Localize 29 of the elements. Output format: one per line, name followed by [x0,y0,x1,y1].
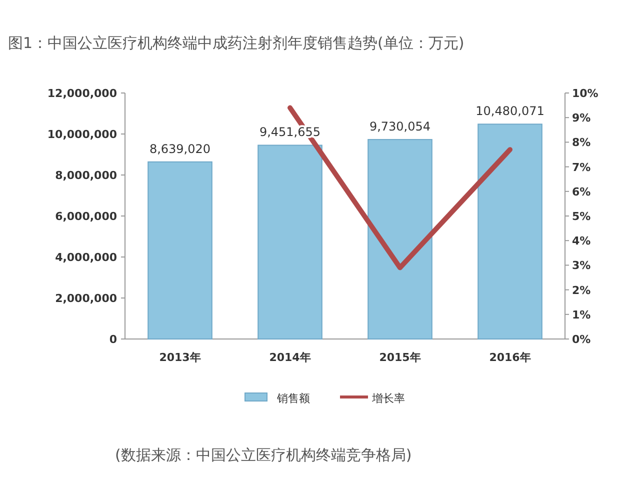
y-tick-label: 0 [109,333,117,346]
annotation: (数据来源：中国公立医疗机构终端竞争格局) [115,446,412,464]
x-tick-label: 2014年 [269,351,311,364]
y-tick-label: 6,000,000 [55,210,117,223]
y2-tick-label: 9% [572,112,591,125]
x-tick-label: 2013年 [159,351,201,364]
y2-tick-label: 5% [572,210,591,223]
y2-tick-label: 1% [572,308,591,322]
x-tick-label: 2016年 [489,351,531,364]
y2-tick-label: 7% [572,160,591,174]
y2-tick-label: 4% [572,234,591,248]
y2-tick-label: 6% [572,185,591,198]
y-tick-label: 2,000,000 [55,292,117,305]
y-tick-label: 10,000,000 [47,128,117,141]
y-tick-label: 12,000,000 [47,87,117,100]
legend-label: 增长率 [372,392,405,405]
data-label: 8,639,020 [149,142,211,156]
y-tick-label: 8,000,000 [55,169,117,182]
title: 图1：中国公立医疗机构终端中成药注射剂年度销售趋势(单位：万元) [8,34,464,52]
data-label: 10,480,071 [476,104,544,118]
y2-tick-label: 10% [572,87,598,100]
y2-tick-label: 0% [572,333,591,346]
data-label: 9,730,054 [369,120,431,134]
y-tick-label: 4,000,000 [55,251,117,264]
y2-tick-label: 2% [572,284,591,297]
x-tick-label: 2015年 [379,351,421,364]
y2-tick-label: 8% [572,136,591,150]
y2-tick-label: 3% [572,259,591,272]
legend-label: 销售额 [277,392,310,405]
